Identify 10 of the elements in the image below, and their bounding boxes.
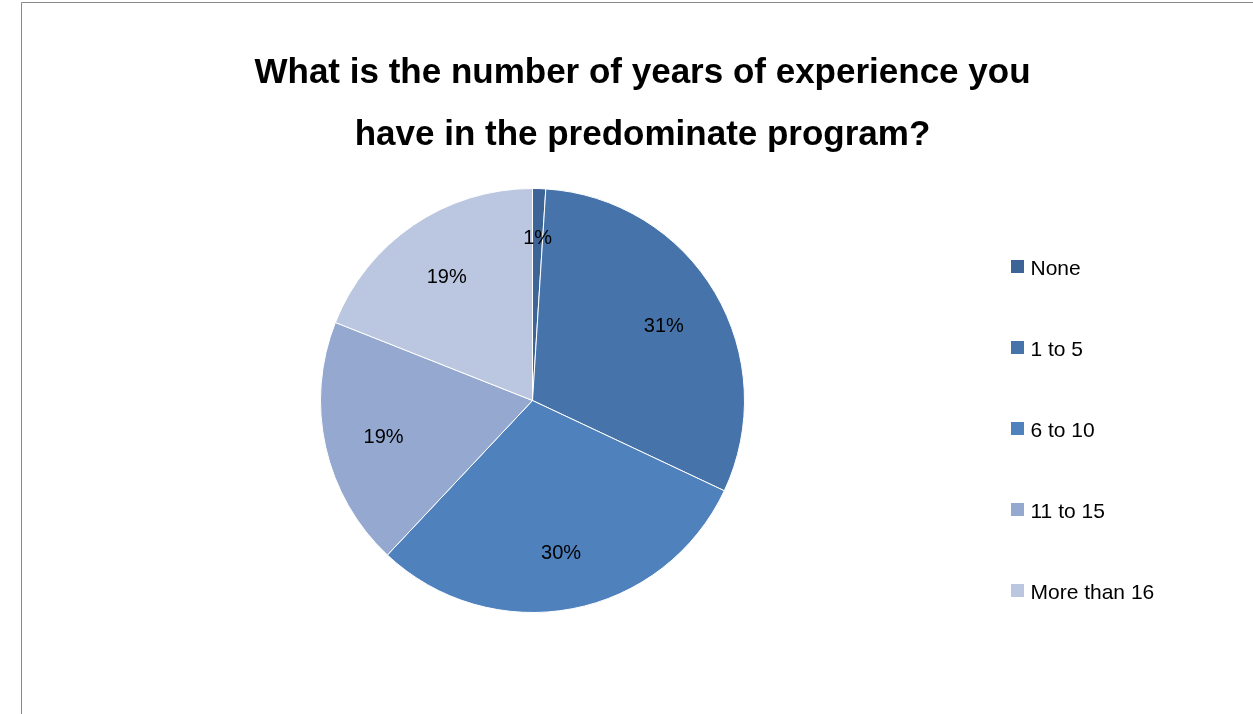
legend-label: 6 to 10 xyxy=(1030,418,1095,441)
data-label: 30% xyxy=(541,541,582,564)
data-label: 19% xyxy=(363,424,404,447)
legend-label: 1 to 5 xyxy=(1030,337,1084,360)
legend-label: 11 to 15 xyxy=(1030,499,1105,522)
chart-title: What is the number of years of experience you have in the predominate program? xyxy=(254,51,1031,152)
data-label: 31% xyxy=(643,313,685,336)
data-label: 19% xyxy=(426,265,467,288)
legend-label: More than 16 xyxy=(1030,580,1155,603)
legend-label: None xyxy=(1030,256,1081,279)
